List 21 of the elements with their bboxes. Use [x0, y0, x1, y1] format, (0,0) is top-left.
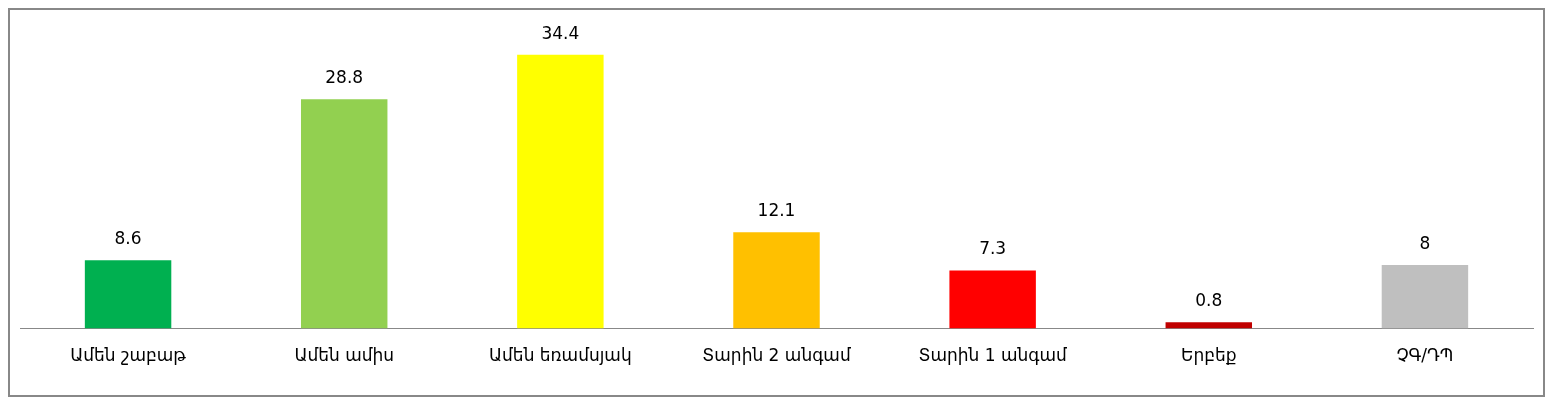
- x-tick-label: Ամեն ամիս: [294, 345, 395, 366]
- bar: [300, 99, 388, 329]
- bar: [949, 270, 1036, 329]
- data-label: 34.4: [541, 22, 580, 43]
- x-tick-label: Ամեն շաբաթ: [70, 345, 187, 366]
- bar: [1165, 322, 1253, 329]
- x-tick-label: Տարին 2 անգամ: [702, 345, 851, 366]
- bar: [84, 260, 172, 329]
- data-label: 28.8: [325, 67, 364, 88]
- bar: [733, 232, 820, 329]
- x-tick-label: ՉԳ/ԴՊ: [1396, 345, 1454, 366]
- data-label: 8: [1419, 232, 1431, 253]
- x-tick-label: Երբեք: [1180, 345, 1237, 366]
- bar: [1381, 264, 1469, 329]
- data-label: 8.6: [114, 228, 142, 249]
- x-tick-label: Ամեն եռամսյակ: [489, 345, 632, 366]
- data-label: 7.3: [979, 238, 1007, 259]
- data-label: 0.8: [1195, 290, 1223, 311]
- x-tick-label: Տարին 1 անգամ: [918, 345, 1068, 366]
- data-label: 12.1: [757, 200, 796, 221]
- bar: [517, 54, 604, 329]
